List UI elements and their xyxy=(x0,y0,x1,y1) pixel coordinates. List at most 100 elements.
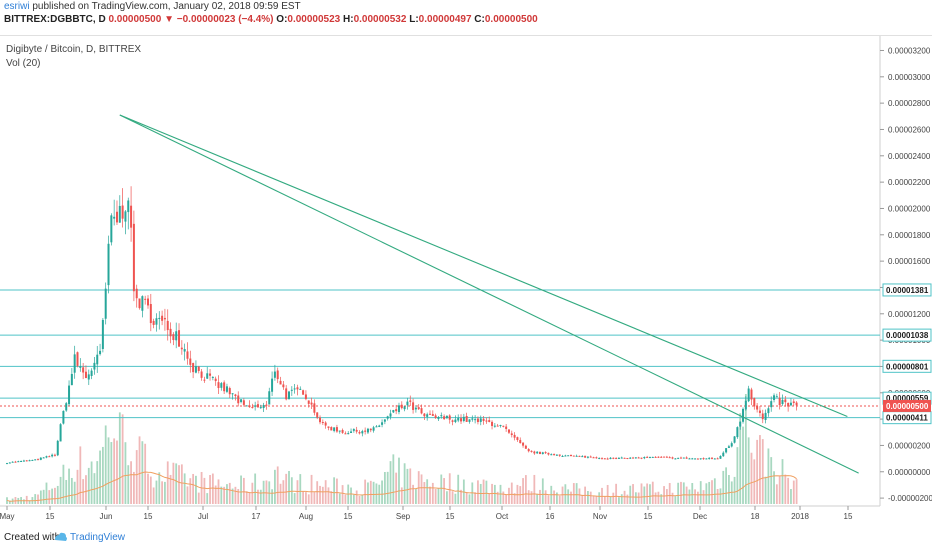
volume-bar-80 xyxy=(231,488,234,504)
candle-body-8 xyxy=(28,460,31,462)
candle-body-194 xyxy=(553,454,556,456)
candle-body-136 xyxy=(389,413,392,417)
candle-body-278 xyxy=(789,402,792,406)
candle-body-206 xyxy=(586,456,589,458)
volume-bar-179 xyxy=(510,482,513,504)
x-tick-label-17: 15 xyxy=(844,512,853,521)
tradingview-brand[interactable]: TradingView xyxy=(70,532,126,543)
y-tick-label-15: 0.00000200 xyxy=(888,441,931,450)
candle-body-59 xyxy=(172,334,175,341)
author-link[interactable]: esriwi xyxy=(4,1,30,12)
volume-bar-76 xyxy=(220,486,223,504)
candle-body-216 xyxy=(615,458,618,460)
volume-bar-250 xyxy=(711,480,713,504)
candle-body-240 xyxy=(682,457,685,459)
candle-body-186 xyxy=(530,450,533,452)
candle-body-19 xyxy=(59,424,62,442)
candle-body-22 xyxy=(68,385,71,405)
candle-body-1 xyxy=(8,462,11,464)
candle-body-52 xyxy=(152,320,155,325)
candle-body-213 xyxy=(606,458,609,460)
candle-body-112 xyxy=(321,422,324,424)
candle-body-244 xyxy=(694,458,697,460)
candle-body-276 xyxy=(784,399,787,403)
volume-bar-230 xyxy=(654,492,657,504)
candle-body-31 xyxy=(93,362,96,370)
candle-body-51 xyxy=(149,304,152,324)
volume-bar-237 xyxy=(674,496,677,504)
volume-bar-248 xyxy=(705,483,708,504)
candle-body-214 xyxy=(609,457,612,460)
volume-bar-234 xyxy=(665,489,668,504)
x-tick-label-5: 17 xyxy=(252,512,261,521)
volume-bar-62 xyxy=(180,464,183,504)
chart-area[interactable]: Digibyte / Bitcoin, D, BITTREX Vol (20) … xyxy=(0,35,932,521)
volume-bar-49 xyxy=(144,443,147,504)
volume-bar-180 xyxy=(513,493,516,504)
volume-bar-170 xyxy=(485,480,488,504)
volume-bar-103 xyxy=(296,480,299,504)
volume-bar-271 xyxy=(770,457,773,504)
candle-body-96 xyxy=(276,370,279,380)
volume-bar-63 xyxy=(183,473,186,504)
candle-body-178 xyxy=(507,429,510,433)
volume-bar-277 xyxy=(787,477,790,504)
candle-body-254 xyxy=(722,452,725,457)
candle-body-55 xyxy=(161,315,164,321)
volume-bar-78 xyxy=(226,484,228,504)
volume-bar-109 xyxy=(313,492,316,504)
candle-body-215 xyxy=(612,457,615,459)
volume-bar-64 xyxy=(186,486,189,504)
volume-bar-204 xyxy=(581,494,584,504)
volume-bar-88 xyxy=(254,473,257,504)
x-tick-label-9: 15 xyxy=(446,512,455,521)
volume-bar-128 xyxy=(367,482,369,504)
candle-body-224 xyxy=(637,457,640,459)
volume-bar-278 xyxy=(790,489,792,504)
candle-body-5 xyxy=(20,461,23,463)
candle-body-175 xyxy=(499,425,502,427)
candle-body-169 xyxy=(482,418,485,421)
candle-body-280 xyxy=(795,402,798,406)
volume-bar-194 xyxy=(553,490,555,504)
candle-body-54 xyxy=(158,317,161,319)
candle-body-123 xyxy=(352,429,355,431)
candle-body-36 xyxy=(107,243,110,286)
volume-bar-183 xyxy=(522,478,524,504)
volume-bar-95 xyxy=(274,469,276,504)
volume-bar-252 xyxy=(716,489,719,504)
volume-bar-137 xyxy=(392,454,395,504)
candle-body-167 xyxy=(476,418,479,422)
volume-bar-85 xyxy=(245,491,248,504)
x-tick-label-3: 15 xyxy=(144,512,153,521)
volume-bar-17 xyxy=(54,487,56,504)
candle-body-104 xyxy=(299,388,302,390)
candle-body-229 xyxy=(651,456,654,458)
candle-body-13 xyxy=(42,457,45,459)
volume-bar-196 xyxy=(558,495,561,504)
volume-bar-244 xyxy=(694,489,696,504)
volume-bar-274 xyxy=(778,476,781,504)
volume-bar-84 xyxy=(242,477,245,504)
level-label-1: 0.00001038 xyxy=(886,331,929,340)
volume-bar-24 xyxy=(73,481,76,504)
volume-bar-10 xyxy=(34,494,37,504)
volume-bar-208 xyxy=(592,495,595,504)
volume-bar-264 xyxy=(750,452,753,504)
candle-body-101 xyxy=(290,389,293,391)
volume-bar-142 xyxy=(406,468,409,504)
volume-bar-259 xyxy=(736,447,739,504)
level-box-1 xyxy=(882,328,932,342)
volume-bar-221 xyxy=(629,485,632,504)
y-tick-label-5: 0.00002200 xyxy=(888,178,931,187)
volume-bar-150 xyxy=(429,486,431,504)
volume-bar-238 xyxy=(677,482,680,504)
volume-bar-243 xyxy=(691,483,694,504)
candle-body-33 xyxy=(99,350,102,355)
candle-body-135 xyxy=(386,416,389,419)
volume-bar-209 xyxy=(595,496,598,504)
price-chart[interactable]: Digibyte / Bitcoin, D, BITTREX Vol (20) … xyxy=(0,36,932,521)
volume-bar-143 xyxy=(409,468,412,504)
candle-body-233 xyxy=(663,456,666,458)
volume-bar-220 xyxy=(626,494,629,504)
